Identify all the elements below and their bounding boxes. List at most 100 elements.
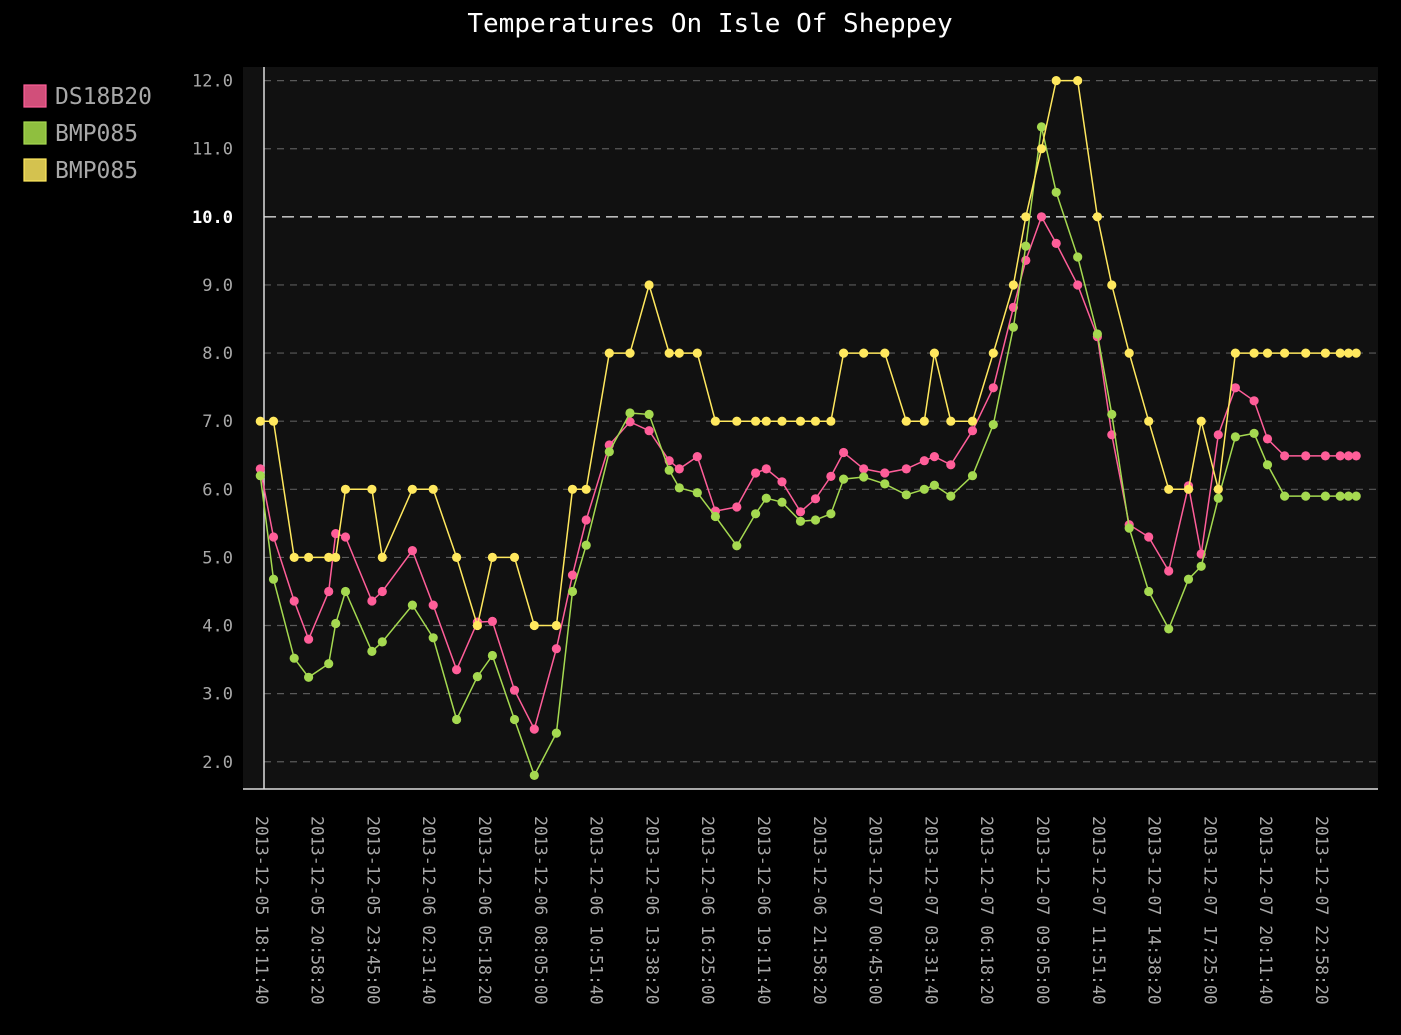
data-point bbox=[1008, 280, 1019, 290]
data-point bbox=[331, 529, 341, 539]
data-point bbox=[1073, 252, 1083, 262]
data-point bbox=[839, 447, 849, 458]
data-point bbox=[551, 620, 562, 631]
data-point bbox=[777, 497, 787, 507]
data-point bbox=[472, 620, 482, 631]
data-point bbox=[1092, 329, 1102, 339]
y-tick-label: 6.0 bbox=[202, 480, 233, 500]
chart-title: Temperatures On Isle Of Sheppey bbox=[467, 9, 952, 39]
y-tick-label: 12.0 bbox=[192, 72, 233, 92]
data-point bbox=[1213, 484, 1223, 494]
data-point bbox=[859, 464, 869, 474]
y-tick-label: 8.0 bbox=[202, 344, 233, 364]
data-point bbox=[428, 484, 438, 494]
data-point bbox=[452, 552, 462, 563]
data-point bbox=[674, 464, 684, 474]
data-point bbox=[929, 480, 940, 490]
data-point bbox=[946, 460, 956, 470]
data-point bbox=[1196, 561, 1206, 571]
data-point bbox=[289, 596, 299, 606]
data-point bbox=[1036, 212, 1047, 222]
data-point bbox=[255, 471, 265, 481]
data-point bbox=[1249, 396, 1259, 406]
data-point bbox=[1230, 432, 1240, 442]
data-point bbox=[1144, 586, 1154, 597]
y-tick-label: 2.0 bbox=[202, 753, 233, 773]
data-point bbox=[1280, 348, 1290, 358]
legend-swatch bbox=[23, 158, 47, 182]
data-point bbox=[324, 586, 334, 597]
data-point bbox=[751, 468, 761, 478]
data-point bbox=[1280, 451, 1290, 461]
data-point bbox=[644, 409, 654, 419]
data-point bbox=[324, 552, 334, 563]
data-point bbox=[1262, 348, 1273, 358]
data-point bbox=[1351, 491, 1361, 501]
data-point bbox=[1144, 416, 1154, 426]
data-point bbox=[268, 416, 279, 426]
data-point bbox=[1280, 491, 1290, 501]
data-point bbox=[268, 574, 279, 584]
data-point bbox=[1073, 76, 1083, 86]
legend: DS18B20 BMP085 BMP085 bbox=[23, 84, 152, 184]
data-point bbox=[567, 484, 578, 494]
data-point bbox=[710, 511, 721, 522]
data-point bbox=[367, 646, 377, 657]
data-point bbox=[692, 452, 702, 462]
data-point bbox=[1230, 348, 1240, 358]
data-point bbox=[1335, 348, 1345, 358]
data-point bbox=[567, 570, 578, 580]
data-point bbox=[674, 348, 684, 358]
data-point bbox=[529, 620, 539, 631]
data-point bbox=[340, 586, 351, 597]
series-bmp085 bbox=[255, 122, 1361, 781]
data-point bbox=[487, 552, 497, 563]
data-point bbox=[1021, 241, 1031, 251]
legend-swatch bbox=[23, 84, 47, 108]
data-point bbox=[946, 491, 956, 501]
data-point bbox=[901, 490, 911, 500]
y-tick-label: 3.0 bbox=[202, 685, 233, 705]
plot-area bbox=[243, 67, 1378, 789]
data-point bbox=[1249, 348, 1259, 358]
y-tick-label: 7.0 bbox=[202, 412, 233, 432]
series-line bbox=[260, 79, 1357, 629]
x-tick-label: 2013-12-06 21:58:20 bbox=[810, 816, 829, 1005]
data-point bbox=[1196, 416, 1206, 426]
data-point bbox=[795, 507, 806, 517]
data-point bbox=[604, 348, 614, 358]
data-point bbox=[1036, 122, 1047, 132]
data-point bbox=[407, 546, 417, 556]
legend-label: BMP085 bbox=[55, 158, 138, 184]
data-point bbox=[487, 616, 497, 627]
x-tick-label: 2013-12-06 13:38:20 bbox=[642, 816, 661, 1005]
x-tick-label: 2013-12-05 18:11:40 bbox=[252, 816, 271, 1005]
data-point bbox=[331, 618, 341, 629]
data-point bbox=[810, 515, 821, 525]
data-point bbox=[1320, 451, 1330, 461]
data-point bbox=[1213, 430, 1223, 440]
data-point bbox=[1124, 348, 1134, 358]
data-point bbox=[674, 483, 684, 493]
data-point bbox=[1164, 484, 1174, 494]
y-axis-tick-labels: 2.0 3.0 4.0 5.0 6.0 7.0 8.0 9.0 10.0 11.0 12.0 bbox=[192, 72, 233, 773]
data-point bbox=[340, 484, 351, 494]
data-point bbox=[1213, 493, 1223, 503]
x-tick-label: 2013-12-06 19:11:40 bbox=[754, 816, 773, 1005]
data-point bbox=[1343, 451, 1354, 461]
data-point bbox=[1183, 484, 1194, 494]
data-point bbox=[1320, 348, 1330, 358]
data-point bbox=[1008, 322, 1019, 332]
data-point bbox=[289, 653, 299, 663]
data-point bbox=[761, 493, 771, 503]
data-point bbox=[988, 383, 998, 393]
data-point bbox=[810, 494, 821, 504]
data-point bbox=[967, 426, 978, 436]
data-point bbox=[509, 552, 520, 563]
data-point bbox=[901, 464, 911, 474]
data-point bbox=[487, 650, 497, 661]
data-point bbox=[1092, 212, 1102, 222]
data-point bbox=[625, 417, 635, 427]
data-point bbox=[644, 280, 654, 290]
